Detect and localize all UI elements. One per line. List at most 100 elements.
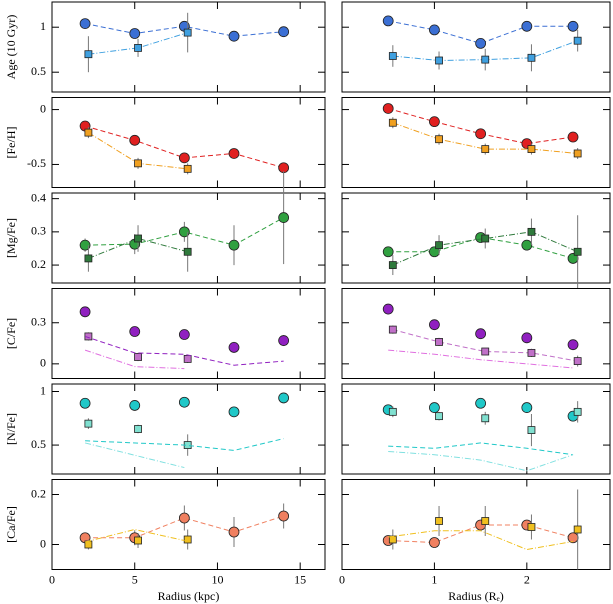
point [178,512,190,524]
point [573,525,582,534]
point [278,510,290,522]
x-tick-label: 15 [294,572,306,586]
point [573,407,582,416]
point [129,400,141,411]
point [388,325,397,334]
point [521,402,533,413]
panel-frame [341,288,611,379]
series-line [388,349,574,369]
x-axis-label: Radius (kpc) [158,589,220,603]
point [573,149,582,158]
point [382,246,394,258]
panel-frame [341,1,611,93]
y-tick-label: 0 [40,101,46,115]
y-tick-label: 0.5 [31,437,46,451]
point [278,26,290,38]
panel-frame [341,97,611,188]
point [521,20,533,32]
y-tick-label: -0.5 [27,156,46,170]
point [388,407,397,416]
y-tick-label: 1 [40,19,46,33]
series-line [84,528,185,543]
series-line [88,32,188,55]
point [435,412,443,421]
point [435,517,443,525]
y-tick-label: 0.5 [31,64,46,78]
y-axis-label: [N/Fe] [4,413,18,445]
point [382,103,394,114]
x-tick-label: 10 [211,572,223,586]
series-line [392,231,578,266]
point [84,332,93,341]
point [84,419,93,428]
point [79,397,91,409]
panel-frame [341,192,611,284]
point [435,56,443,65]
point [178,152,190,164]
point [388,261,397,269]
point [567,532,579,544]
point [429,116,440,128]
point [84,254,93,263]
point [228,406,240,418]
point [178,226,190,238]
point [527,348,536,357]
point [481,145,490,153]
point [183,28,192,37]
x-axis-label: Radius (Rₑ) [448,589,503,603]
point [228,30,240,42]
point [134,425,142,433]
point [567,131,579,143]
point [475,328,487,340]
point [475,397,487,409]
y-axis-label: [C/Fe] [4,318,18,349]
point [573,36,582,45]
point [429,24,440,36]
point [183,355,192,363]
point [79,306,91,318]
y-tick-label: 0.3 [31,224,46,238]
point [134,536,142,545]
point [278,392,290,404]
point [79,239,91,251]
x-tick-label: 1 [431,572,437,586]
point [278,335,290,346]
point [178,329,190,340]
y-tick-label: 0.2 [31,486,46,500]
panel-frame [341,479,611,570]
point [481,234,490,243]
point [129,28,141,39]
point [183,247,192,256]
point [573,247,582,256]
point [84,128,93,137]
series-line [388,107,574,145]
series-line [388,442,574,456]
y-axis-label: [Fe/H] [4,127,18,159]
point [129,326,141,337]
point [134,234,142,243]
point [228,526,240,538]
series-line [84,442,185,469]
point [475,38,487,49]
series-line [392,329,578,362]
y-tick-label: 1 [40,383,46,397]
point [567,339,579,351]
y-tick-label: 0 [40,536,46,550]
point [429,319,440,331]
point [129,134,141,146]
point [183,164,192,173]
panel-frame [51,1,326,93]
point [481,55,490,64]
point [134,44,142,52]
y-tick-label: 0 [40,356,46,370]
point [435,338,443,346]
panel-frame [51,288,326,379]
y-tick-label: 0.3 [31,314,46,328]
y-tick-label: 0.4 [31,190,46,204]
point [134,159,142,168]
panel-frame [51,479,326,570]
y-axis-label: Age (10 Gyr) [4,15,18,80]
point [228,239,240,251]
point [521,239,533,251]
